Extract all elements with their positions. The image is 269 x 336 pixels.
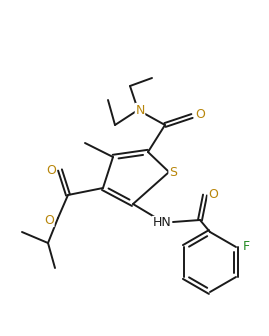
Text: N: N	[135, 103, 145, 117]
Text: O: O	[44, 213, 54, 226]
Text: F: F	[242, 241, 250, 253]
Text: O: O	[195, 109, 205, 122]
Text: O: O	[208, 187, 218, 201]
Text: HN: HN	[153, 216, 171, 229]
Text: S: S	[169, 166, 177, 178]
Text: O: O	[46, 164, 56, 176]
